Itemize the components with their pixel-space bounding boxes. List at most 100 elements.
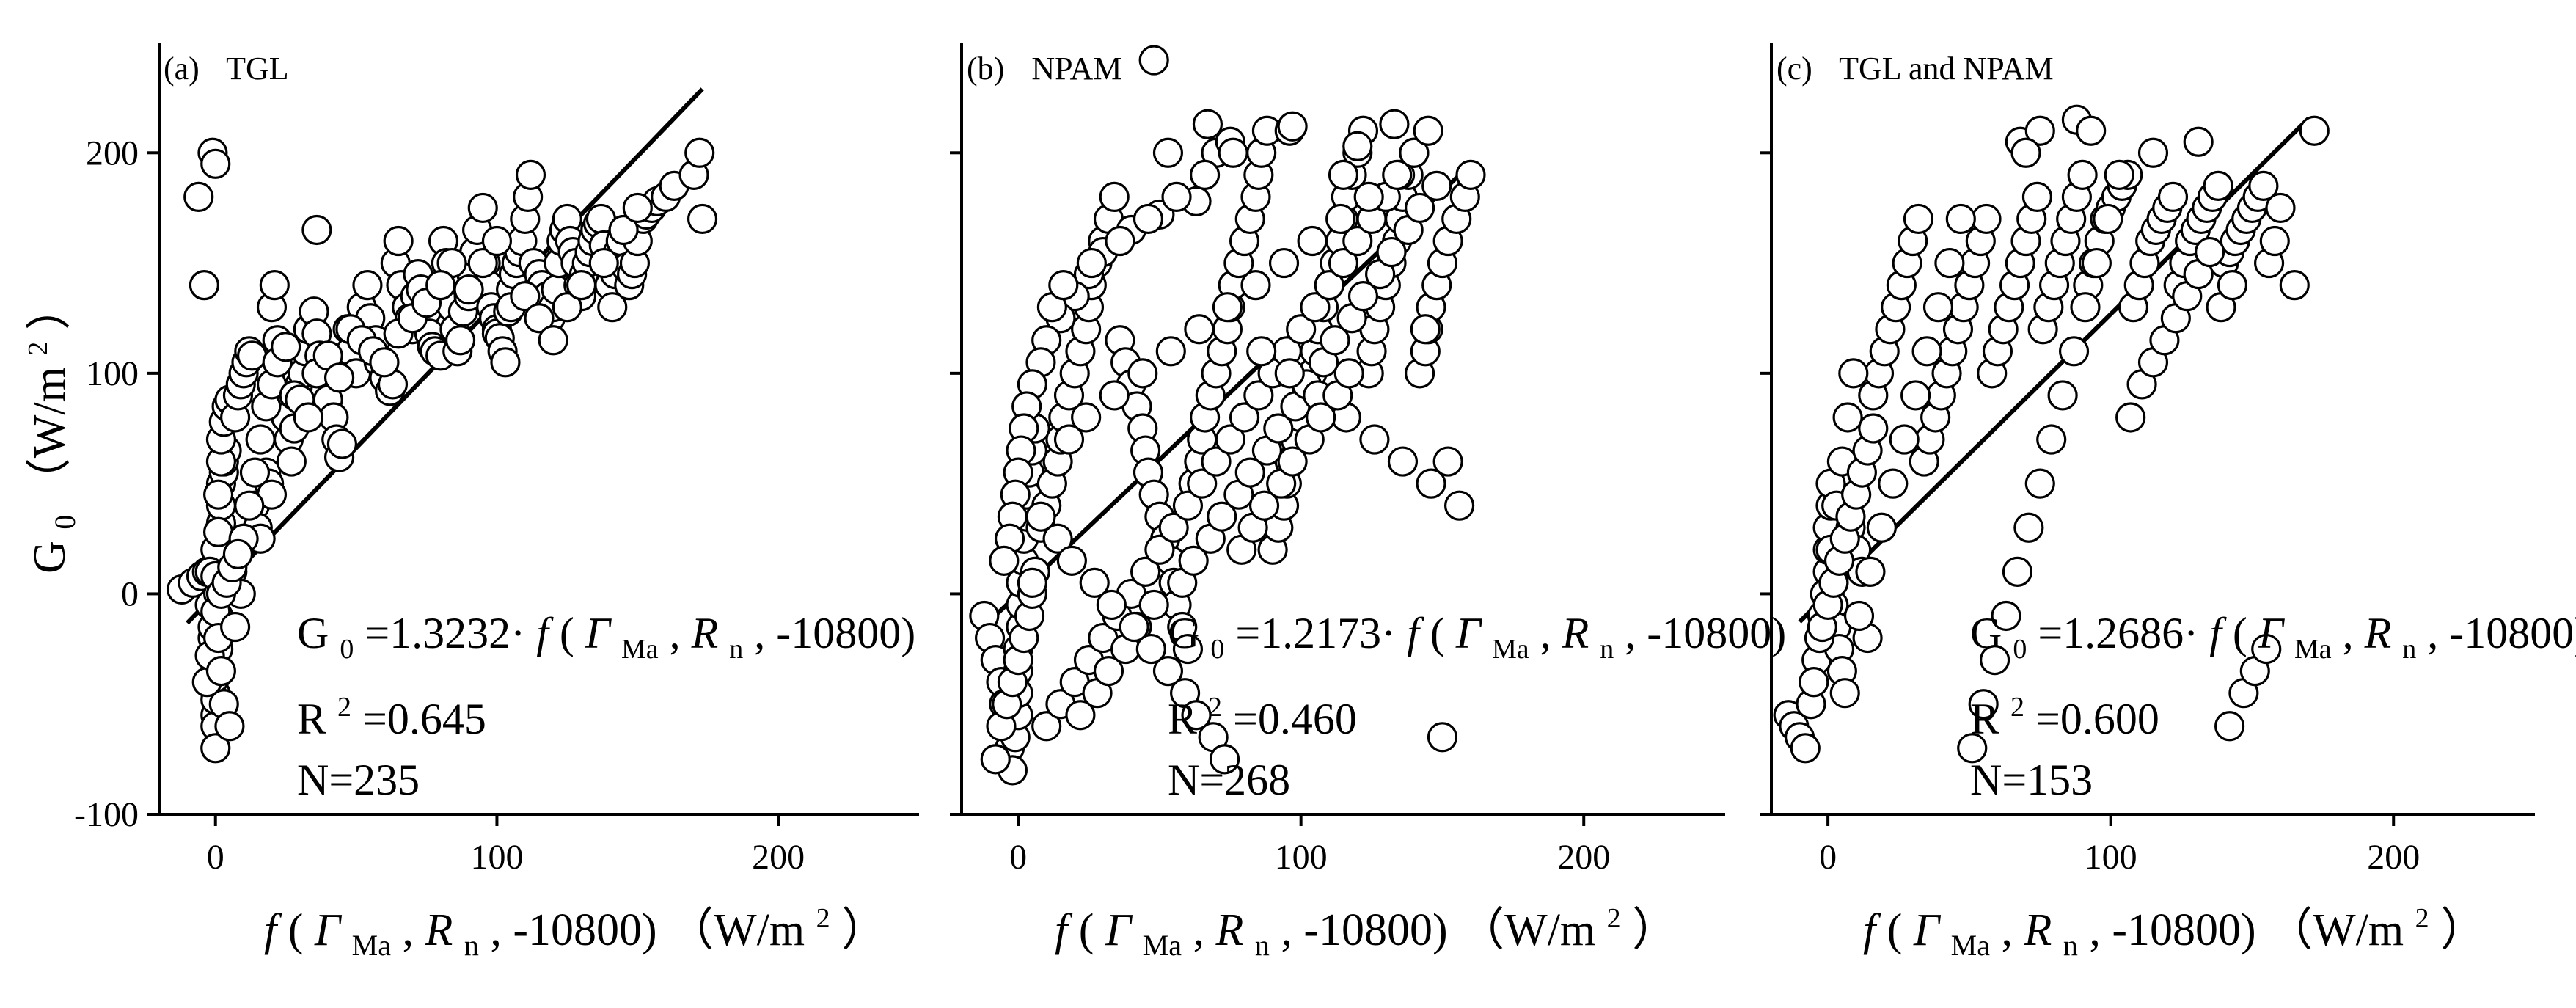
panel-c: 0 100 200 (c) TGL and NPAM G 0 =1.2686· f … <box>1760 43 2576 965</box>
panel-a-point <box>490 347 521 378</box>
panel-b-point <box>1099 181 1130 212</box>
panel-b-ticks: 0 100 200 <box>950 151 1610 877</box>
panel-a-point <box>239 457 271 488</box>
panel-b-point <box>1138 45 1169 76</box>
panel-a-ticks: 0 100 200 -100 0 100 200 <box>74 134 805 877</box>
panel-c-point <box>1878 468 1909 499</box>
panel-c-label: (c) <box>1777 51 1812 87</box>
panel-a-point <box>214 711 245 742</box>
panel-a-title-text: TGL <box>226 51 289 87</box>
panel-b-xtick-label: 0 <box>1009 838 1027 877</box>
panel-b-point <box>1325 203 1356 235</box>
panel-c-point <box>1971 203 2002 235</box>
panel-b-point <box>1274 358 1305 389</box>
panel-c-n: N=153 <box>1970 756 2093 804</box>
panel-b-xlabel-r-sub: n <box>1255 929 1270 962</box>
panel-a-eq-f: f <box>536 609 554 657</box>
panel-b-point <box>1056 545 1087 576</box>
panel-b-eq-lhs-sub: 0 <box>1210 634 1224 665</box>
panel-b-point <box>1155 336 1186 367</box>
panel-c-point <box>1843 600 1875 632</box>
panel-b-axes <box>960 43 1725 816</box>
panel-b-eq-coef: =1.2173· <box>1235 609 1396 657</box>
panel-c-r2: R 2 =0.600 <box>1970 677 2159 743</box>
panel-a-r2-value: =0.645 <box>362 695 486 743</box>
panel-b-point <box>980 744 1011 775</box>
panel-b-point <box>1187 468 1218 499</box>
panel-b-point <box>1379 109 1410 139</box>
panel-c-point <box>2115 402 2146 433</box>
panel-a-point <box>200 148 231 179</box>
panel-a-point <box>425 270 456 301</box>
panel-a-xlabel-r-sub: n <box>464 929 479 962</box>
panel-c-point <box>2093 203 2123 235</box>
panel-c-point <box>2279 270 2310 301</box>
panel-b-eq-gamma: Γ <box>1455 609 1483 657</box>
panel-c-point <box>1855 556 1886 587</box>
panel-c-point <box>1858 413 1889 444</box>
panel-b-point <box>1234 457 1265 488</box>
panel-c-point <box>1934 247 1965 279</box>
panel-c-point <box>2024 468 2055 499</box>
panel-c-xtick-label: 100 <box>2085 838 2137 877</box>
panel-c-point <box>2265 192 2296 224</box>
panel-c-point <box>2081 247 2112 279</box>
panel-a-point <box>481 225 513 257</box>
panel-b-xlabel-r: R <box>1215 905 1244 955</box>
panel-c-xtick-label: 200 <box>2367 838 2420 877</box>
panel-c-xlabel-close: ） <box>2440 905 2486 955</box>
panel-b-point <box>1243 380 1274 411</box>
panel-c-eq-tail: , -10800) <box>2427 609 2576 657</box>
panel-a-ytick-label: 100 <box>86 354 139 393</box>
panel-b-point <box>1105 225 1135 257</box>
panel-b-title-text: NPAM <box>1031 51 1121 87</box>
panel-c-xlabel: f ( Γ Ma , R n , -10800) （W/m 2 ） <box>1863 888 2486 965</box>
panel-b-point <box>1404 192 1435 224</box>
panel-a-point <box>552 292 582 323</box>
panel-a-point <box>684 137 715 168</box>
panel-b-point <box>1048 270 1079 301</box>
panel-b-point <box>1096 589 1127 621</box>
panel-b-xlabel-sep: , <box>1193 905 1216 955</box>
panel-b-point <box>1359 424 1390 455</box>
panel-c-axes <box>1770 43 2535 816</box>
panel-c-point <box>2070 292 2101 323</box>
panel-a-eq-sep: , <box>670 609 692 657</box>
panel-b-point <box>1432 446 1463 477</box>
panel-a-xlabel-sep: , <box>403 905 425 955</box>
panel-c-point <box>2203 170 2233 201</box>
panel-c-equation: G 0 =1.2686· f ( Γ Ma , R n , -10800) <box>1970 609 2576 668</box>
panel-b-point <box>1209 744 1240 775</box>
panel-a-r2: R 2 =0.645 <box>297 677 486 743</box>
panel-b-point <box>1093 656 1124 687</box>
panel-c-point <box>2195 236 2225 268</box>
panel-c-eq-f: f <box>2209 609 2227 657</box>
panel-b-n: N=268 <box>1168 756 1290 804</box>
panel-b-point <box>1333 358 1364 389</box>
panel-c-point <box>2021 181 2053 212</box>
panel-a-point <box>566 270 597 301</box>
panel-b-point <box>1382 159 1413 190</box>
panel-a-eq-coef: =1.3232· <box>365 609 525 657</box>
panel-b-eq-r: R <box>1562 609 1589 657</box>
panel-b-point <box>1178 545 1209 576</box>
panel-c-point <box>1903 203 1934 235</box>
panel-b-point <box>1130 556 1161 587</box>
panel-b-point <box>1215 424 1245 455</box>
panel-b-point <box>1328 159 1359 190</box>
panel-a-point <box>205 656 237 687</box>
panel-a-point <box>271 332 301 362</box>
panel-b-xlabel: f ( Γ Ma , R n , -10800) （W/m 2 ） <box>1055 888 1677 965</box>
panel-b-point <box>1184 314 1215 345</box>
panel-b-eq-f: f <box>1407 609 1424 657</box>
panel-c-xlabel-sep: , <box>2002 905 2024 955</box>
panel-b-xtick-label: 100 <box>1275 838 1328 877</box>
panel-b-point <box>1320 325 1350 356</box>
panel-a-xtick-label: 200 <box>752 838 805 877</box>
panel-b-xlabel-sup: 2 <box>1607 903 1621 934</box>
panel-c-point <box>1790 733 1821 764</box>
panel-c-point <box>2251 633 2282 665</box>
panel-b-point <box>1127 358 1158 389</box>
panel-a-point <box>453 274 484 305</box>
panel-c-point <box>1945 203 1976 235</box>
